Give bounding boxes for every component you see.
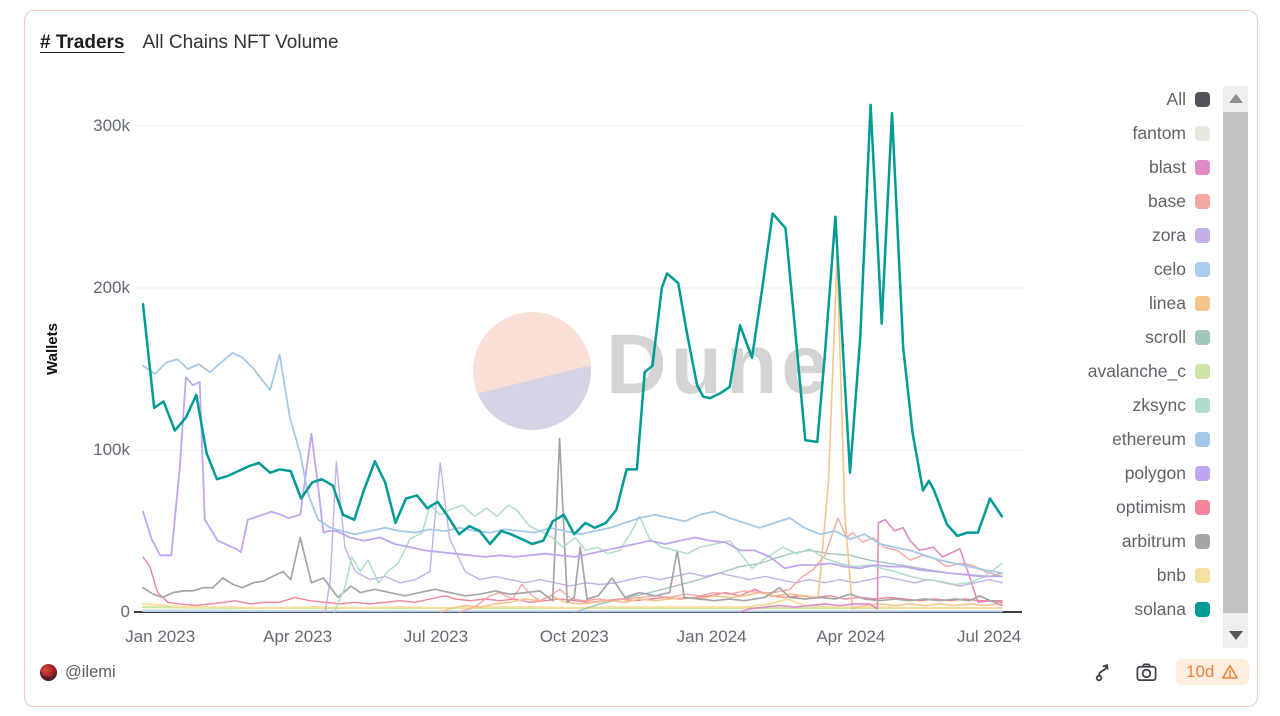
legend-item-avalanche_c[interactable]: avalanche_c bbox=[1020, 354, 1210, 388]
legend-item-ethereum[interactable]: ethereum bbox=[1020, 422, 1210, 456]
legend-color-swatch bbox=[1195, 499, 1210, 515]
legend-item-linea[interactable]: linea bbox=[1020, 286, 1210, 320]
x-tick-label: Jan 2024 bbox=[676, 627, 747, 646]
scroll-down-arrow-icon[interactable] bbox=[1228, 631, 1243, 640]
y-tick-label: 300k bbox=[93, 116, 130, 135]
legend-item-all[interactable]: All bbox=[1020, 82, 1210, 116]
series-line-zksync bbox=[333, 504, 1003, 613]
legend-label: scroll bbox=[1145, 326, 1186, 347]
chart-title: All Chains NFT Volume bbox=[142, 32, 339, 53]
scrollbar-thumb[interactable] bbox=[1223, 112, 1248, 613]
x-tick-label: Apr 2024 bbox=[816, 627, 886, 646]
legend-color-swatch bbox=[1195, 363, 1210, 379]
series-line-solana bbox=[141, 103, 1004, 546]
legend-color-swatch bbox=[1195, 329, 1210, 345]
legend-item-bnb[interactable]: bnb bbox=[1020, 558, 1210, 592]
series-line-fantom bbox=[142, 608, 1003, 612]
series-line-blast bbox=[739, 518, 1003, 613]
author-link[interactable]: @ilemi bbox=[40, 663, 116, 682]
author-avatar bbox=[40, 664, 57, 681]
legend-item-blast[interactable]: blast bbox=[1020, 150, 1210, 184]
legend-item-optimism[interactable]: optimism bbox=[1020, 490, 1210, 524]
legend-item-solana[interactable]: solana bbox=[1020, 592, 1210, 626]
legend-label: zksync bbox=[1132, 394, 1186, 415]
scroll-up-arrow-icon[interactable] bbox=[1228, 94, 1243, 103]
legend-item-celo[interactable]: celo bbox=[1020, 252, 1210, 286]
series-line-linea bbox=[439, 254, 1003, 613]
legend-scrollbar[interactable] bbox=[1223, 86, 1248, 648]
y-tick-label: 200k bbox=[93, 278, 130, 297]
legend-color-swatch bbox=[1195, 533, 1210, 549]
legend-label: fantom bbox=[1132, 122, 1187, 143]
staleness-age: 10d bbox=[1186, 662, 1215, 681]
legend-color-swatch bbox=[1195, 159, 1210, 175]
legend-label: solana bbox=[1134, 598, 1186, 619]
legend-label: ethereum bbox=[1112, 428, 1186, 449]
legend-item-zksync[interactable]: zksync bbox=[1020, 388, 1210, 422]
legend-label: base bbox=[1148, 190, 1186, 211]
legend-color-swatch bbox=[1195, 295, 1210, 311]
legend-item-fantom[interactable]: fantom bbox=[1020, 116, 1210, 150]
y-tick-label: 0 bbox=[120, 602, 130, 621]
legend-item-scroll[interactable]: scroll bbox=[1020, 320, 1210, 354]
legend-label: polygon bbox=[1124, 462, 1186, 483]
x-tick-label: Jan 2023 bbox=[125, 627, 196, 646]
fork-query-icon[interactable] bbox=[1092, 660, 1116, 684]
legend-label: blast bbox=[1149, 156, 1186, 177]
x-tick-label: Oct 2023 bbox=[539, 627, 609, 646]
series-line-ethereum bbox=[142, 351, 1003, 574]
camera-screenshot-icon[interactable] bbox=[1134, 660, 1158, 684]
dune-logo-watermark bbox=[473, 312, 591, 430]
legend-color-swatch bbox=[1195, 465, 1210, 481]
legend-color-swatch bbox=[1195, 397, 1210, 413]
legend-label: bnb bbox=[1156, 564, 1186, 585]
x-tick-label: Jul 2023 bbox=[403, 627, 469, 646]
legend-color-swatch bbox=[1195, 125, 1210, 141]
legend-color-swatch bbox=[1195, 567, 1210, 583]
author-handle: @ilemi bbox=[65, 663, 116, 681]
legend-color-swatch bbox=[1195, 193, 1210, 209]
x-tick-label: Apr 2023 bbox=[263, 627, 333, 646]
legend-label: celo bbox=[1153, 258, 1186, 279]
legend-color-swatch bbox=[1195, 227, 1210, 243]
legend-label: arbitrum bbox=[1121, 530, 1186, 551]
y-tick-label: 100k bbox=[93, 440, 130, 459]
series-line-bnb bbox=[142, 598, 1003, 609]
legend-color-swatch bbox=[1195, 431, 1210, 447]
legend-color-swatch bbox=[1195, 91, 1210, 107]
legend-label: linea bbox=[1149, 292, 1186, 313]
series-line-polygon bbox=[142, 376, 1003, 578]
series-line-zora bbox=[324, 460, 1003, 613]
footer-actions: 10d bbox=[1092, 659, 1250, 685]
legend-color-swatch bbox=[1195, 601, 1210, 617]
legend-label: avalanche_c bbox=[1087, 360, 1186, 381]
legend-label: optimism bbox=[1115, 496, 1186, 517]
legend-item-zora[interactable]: zora bbox=[1020, 218, 1210, 252]
legend-label: All bbox=[1166, 88, 1186, 109]
legend-item-arbitrum[interactable]: arbitrum bbox=[1020, 524, 1210, 558]
titlebar: # Traders All Chains NFT Volume bbox=[40, 32, 339, 54]
series-line-base bbox=[459, 517, 1003, 613]
series-line-arbitrum bbox=[142, 437, 1003, 604]
metric-tab-traders[interactable]: # Traders bbox=[40, 32, 125, 53]
warning-icon bbox=[1222, 664, 1239, 679]
legend-label: zora bbox=[1151, 224, 1186, 245]
legend-color-swatch bbox=[1195, 261, 1210, 277]
legend-item-polygon[interactable]: polygon bbox=[1020, 456, 1210, 490]
x-tick-label: Jul 2024 bbox=[956, 627, 1022, 646]
legend-item-base[interactable]: base bbox=[1020, 184, 1210, 218]
chain-legend: All fantom blast base zora celo linea scroll ava… bbox=[1020, 82, 1210, 626]
data-staleness-badge[interactable]: 10d bbox=[1176, 659, 1250, 685]
